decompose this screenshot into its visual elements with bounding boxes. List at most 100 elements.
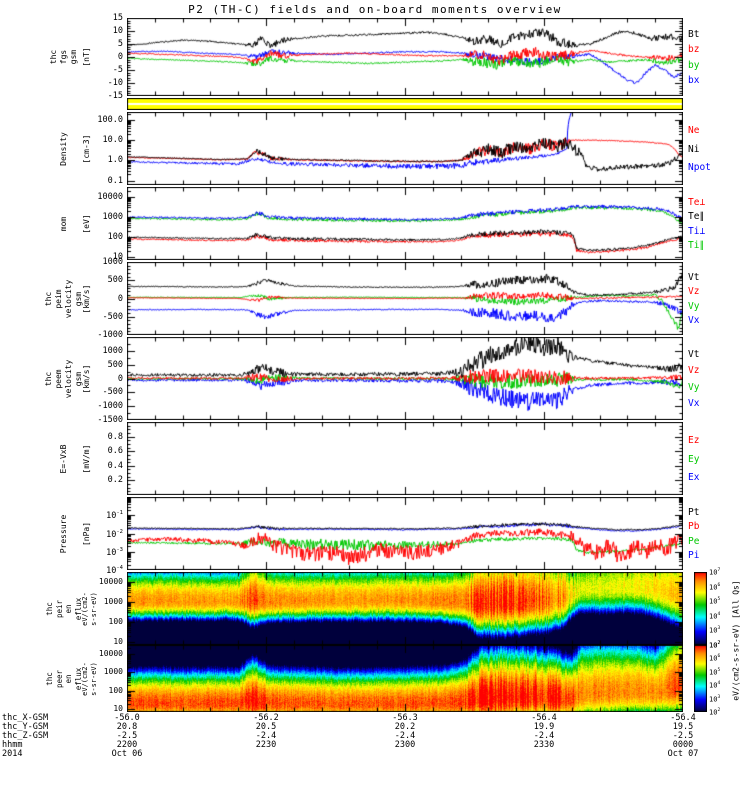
legend-peim-Vx: Vx [688, 315, 700, 327]
legend-pressure-Pi: Pi [688, 550, 700, 562]
xaxis-value-2-1: -2.4 [255, 731, 277, 741]
xaxis-value-0-1: -56.2 [253, 713, 279, 723]
ytick-label-density-3: 0.1 [107, 175, 123, 186]
panel-fgs-canvas [127, 18, 683, 96]
legend-fgs-Bt: Bt [688, 28, 700, 40]
panel-temp-canvas [127, 187, 683, 260]
xaxis-value-3-1: 2230 [255, 740, 277, 750]
ytick-label-density-0: 100.0 [97, 115, 123, 126]
ytick-label-peim-4: -1000 [97, 330, 123, 340]
xaxis-value-3-3: 2330 [533, 740, 555, 750]
ytick-label-efield-0: 0.8 [107, 431, 123, 442]
xaxis-value-2-0: -2.5 [116, 731, 138, 741]
colorbar-tick-peer-2: 104 [709, 681, 721, 690]
colorbar-tick-peer-0: 102 [709, 708, 721, 717]
xaxis-value-4-0: Oct 06 [111, 749, 143, 759]
legend-efield-Ex: Ex [688, 471, 700, 483]
xaxis-value-1-4: 19.5 [672, 722, 694, 732]
xaxis-row-label-1: thc_Y-GSM [2, 722, 49, 732]
legend-efield-Ey: Ey [688, 453, 700, 465]
xaxis-row-label-0: thc_X-GSM [2, 713, 49, 723]
ytick-label-fgs-4: -5 [112, 65, 123, 75]
ytick-label-temp-3: 10 [112, 251, 123, 262]
ytick-label-temp-0: 10000 [97, 191, 123, 202]
xaxis-value-3-0: 2200 [116, 740, 138, 750]
ytick-label-peir-1: 1000 [103, 596, 123, 606]
xaxis-value-3-4: 0000 [672, 740, 694, 750]
xaxis-row-label-4: 2014 [2, 749, 23, 759]
ytick-label-fgs-5: -10 [107, 78, 123, 88]
colorbar-tick-peer-5: 107 [709, 641, 721, 650]
ytick-label-fgs-0: 15 [112, 13, 123, 23]
panel-efield-canvas [127, 422, 683, 495]
legend-peim-Vy: Vy [688, 300, 700, 312]
colorbar-tick-peir-5: 107 [709, 568, 721, 577]
colorbar-tick-peir-1: 103 [709, 626, 721, 635]
legend-pressure-Pb: Pb [688, 521, 700, 533]
xaxis-value-1-1: 20.5 [255, 722, 277, 732]
colorbar-tick-peer-1: 103 [709, 694, 721, 703]
xaxis-value-2-2: -2.4 [394, 731, 416, 741]
legend-pressure-Pe: Pe [688, 535, 700, 547]
legend-peem-Vt: Vt [688, 348, 700, 360]
ytick-label-fgs-2: 5 [117, 39, 123, 49]
panel-pressure-canvas [127, 497, 683, 570]
ytick-label-pressure-1: 10-2 [106, 528, 123, 540]
legend-temp-Ti∥: Ti∥ [688, 240, 705, 252]
xaxis-value-2-3: -2.4 [533, 731, 555, 741]
legend-peem-Vz: Vz [688, 365, 700, 377]
legend-peem-Vx: Vx [688, 398, 700, 410]
ytick-label-temp-2: 100 [107, 231, 123, 242]
legend-temp-Te⊥: Te⊥ [688, 196, 706, 208]
legend-temp-Te∥: Te∥ [688, 211, 705, 223]
xaxis-value-1-0: 20.8 [116, 722, 138, 732]
panel-peem-canvas [127, 337, 683, 420]
xaxis-row-label-2: thc_Z-GSM [2, 731, 49, 741]
ytick-label-peir-2: 100 [108, 616, 123, 626]
ytick-label-fgs-6: -15 [107, 91, 123, 101]
xaxis-value-1-3: 19.9 [533, 722, 555, 732]
colorbar-tick-peir-2: 104 [709, 611, 721, 621]
ytick-label-fgs-1: 10 [112, 26, 123, 36]
ytick-label-fgs-3: 0 [117, 52, 123, 62]
legend-peim-Vz: Vz [688, 286, 700, 298]
ytick-label-efield-1: 0.6 [107, 446, 123, 457]
ytick-label-peem-5: -1500 [97, 415, 123, 425]
legend-fgs-bz: bz [688, 44, 700, 56]
panel-flag-canvas [127, 98, 683, 110]
colorbar-tick-peer-4: 106 [709, 654, 721, 663]
legend-density-Ni: Ni [688, 143, 700, 155]
legend-density-Npot: Npot [688, 161, 711, 173]
ytick-label-peir-0: 10000 [98, 576, 123, 586]
ytick-label-peem-3: -500 [102, 387, 123, 398]
colorbar-peir [694, 572, 707, 645]
colorbar-unit-label: eV/(cm2-s-sr-eV) [All Qs] [731, 580, 741, 701]
yunit-peer: eV/(cm2- s-sr-eV) [81, 661, 98, 696]
ytick-label-peem-4: -1000 [97, 401, 123, 412]
ytick-label-peem-2: 0 [117, 373, 123, 384]
xaxis-value-3-2: 2300 [394, 740, 416, 750]
ytick-label-peer-1: 1000 [103, 667, 123, 677]
ytick-label-peim-0: 1000 [102, 257, 123, 267]
legend-pressure-Pt: Pt [688, 506, 700, 518]
xaxis-value-4-4: Oct 07 [667, 749, 699, 759]
xaxis-value-1-2: 20.2 [394, 722, 416, 732]
xaxis-value-0-3: -56.4 [531, 713, 557, 723]
panel-peer-canvas [127, 645, 683, 712]
ytick-label-efield-2: 0.4 [107, 460, 123, 471]
xaxis-value-0-2: -56.3 [392, 713, 418, 723]
ytick-label-peim-3: -500 [102, 311, 123, 322]
legend-fgs-bx: bx [688, 75, 700, 87]
legend-peem-Vy: Vy [688, 381, 700, 393]
ytick-label-density-1: 10.0 [102, 135, 123, 146]
ytick-label-peem-0: 1000 [102, 345, 123, 356]
colorbar-peer [694, 645, 707, 712]
ytick-label-pressure-0: 10-1 [106, 510, 123, 522]
ytick-label-peim-1: 500 [107, 275, 123, 286]
legend-efield-Ez: Ez [688, 435, 700, 447]
panel-density-canvas [127, 112, 683, 185]
page-title: P2 (TH-C) fields and on-board moments ov… [188, 3, 562, 16]
ytick-label-peem-1: 500 [107, 359, 123, 370]
colorbar-tick-peir-3: 105 [709, 597, 721, 606]
